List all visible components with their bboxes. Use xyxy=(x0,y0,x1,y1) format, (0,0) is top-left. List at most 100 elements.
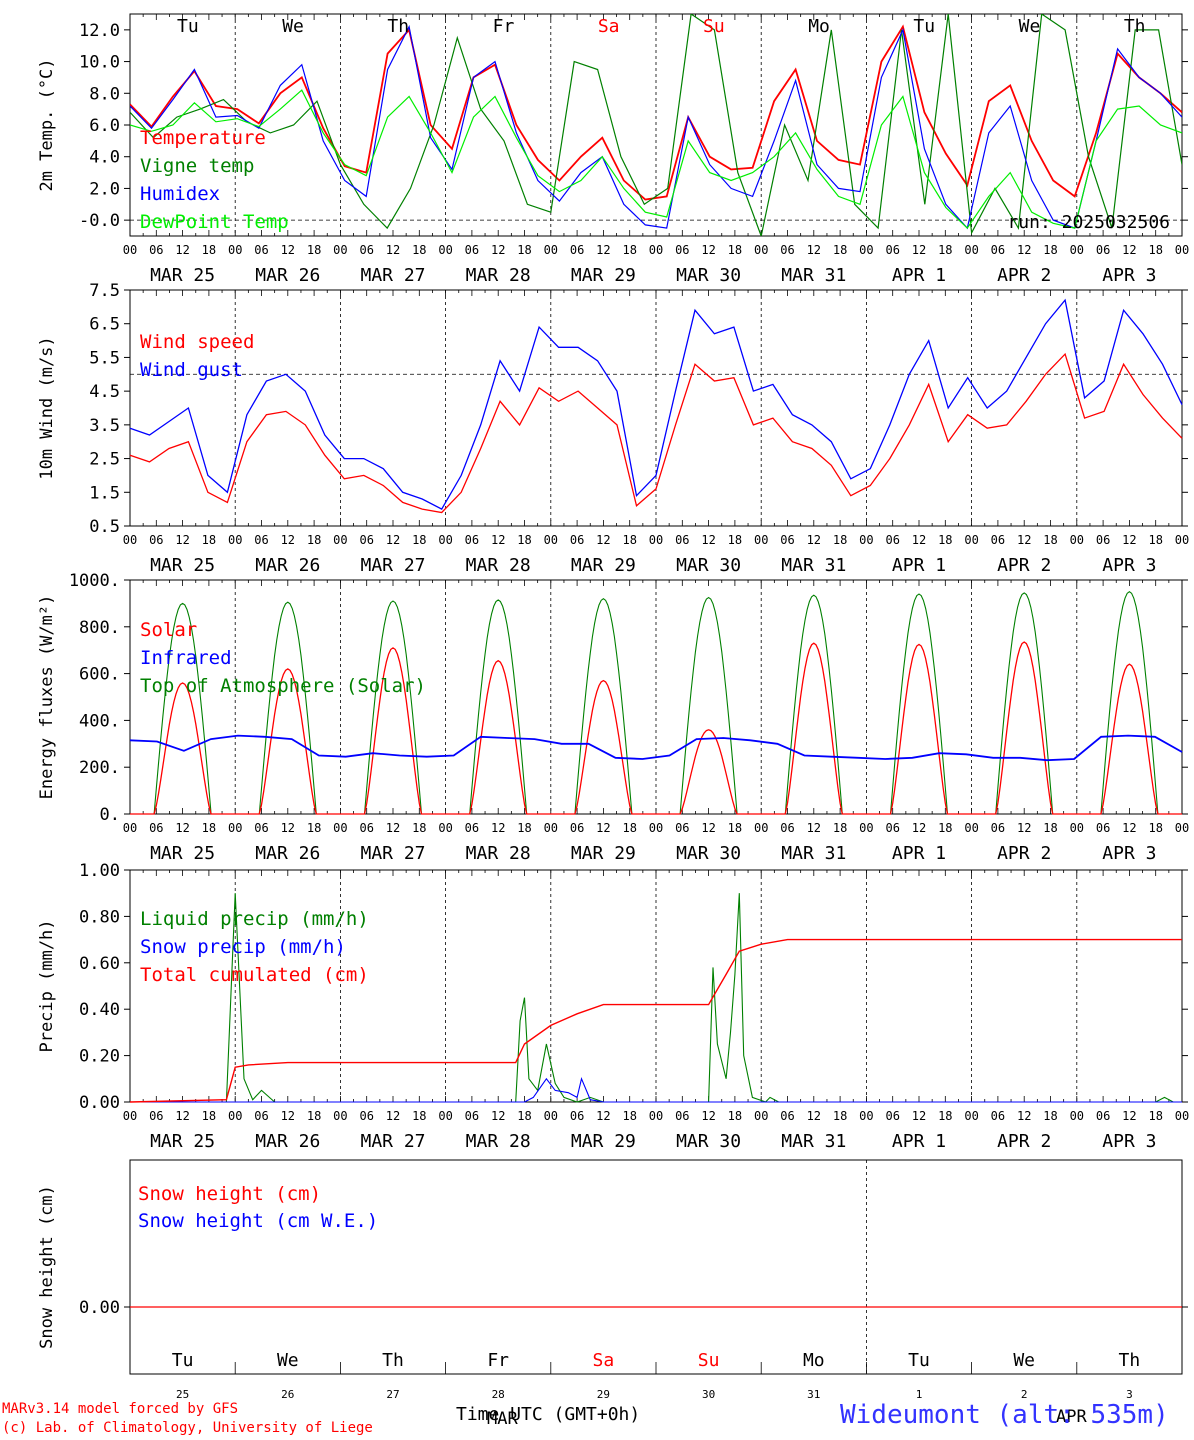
date-label: MAR 29 xyxy=(571,265,636,286)
hour-tick-label: 18 xyxy=(307,821,321,835)
hour-tick-label: 00 xyxy=(649,1109,663,1123)
hour-tick-label: 18 xyxy=(412,533,426,547)
day-number-label: 28 xyxy=(492,1388,505,1401)
hour-tick-label: 12 xyxy=(596,243,610,257)
date-label: MAR 30 xyxy=(676,1131,741,1152)
hour-tick-label: 06 xyxy=(780,533,794,547)
date-label: MAR 25 xyxy=(150,1131,215,1152)
date-label: MAR 27 xyxy=(360,843,425,864)
hour-tick-label: 12 xyxy=(1017,533,1031,547)
hour-tick-label: 06 xyxy=(149,533,163,547)
model-credit: MARv3.14 model forced by GFS xyxy=(2,1401,239,1417)
date-label: APR 1 xyxy=(892,555,946,576)
date-label: APR 1 xyxy=(892,265,946,286)
series-line-wind-gust xyxy=(129,298,1183,510)
hour-tick-label: 18 xyxy=(1043,243,1057,257)
weekday-label: Su xyxy=(698,1350,720,1371)
y-tick-label: -0.0 xyxy=(79,211,120,231)
series-line-humidex xyxy=(130,24,1182,230)
date-label: MAR 28 xyxy=(466,1131,531,1152)
series-line-solar xyxy=(130,641,1182,815)
hour-tick-label: 12 xyxy=(701,821,715,835)
y-tick-label: 2.0 xyxy=(89,179,120,199)
day-number-label: 1 xyxy=(916,1388,923,1401)
hour-tick-label: 18 xyxy=(412,821,426,835)
hour-tick-label: 18 xyxy=(728,533,742,547)
hour-tick-label: 06 xyxy=(991,821,1005,835)
hour-tick-label: 12 xyxy=(281,533,295,547)
hour-tick-label: 00 xyxy=(1070,821,1084,835)
hour-tick-label: 18 xyxy=(307,1109,321,1123)
date-label: MAR 29 xyxy=(571,1131,636,1152)
hour-tick-label: 06 xyxy=(465,1109,479,1123)
hour-tick-label: 06 xyxy=(991,243,1005,257)
hour-tick-label: 18 xyxy=(1148,243,1162,257)
y-tick-label: 10.0 xyxy=(79,53,120,73)
hour-tick-label: 12 xyxy=(1017,1109,1031,1123)
station-name: Wideumont (alt: 535m) xyxy=(840,1400,1169,1430)
date-label: MAR 27 xyxy=(360,555,425,576)
hour-tick-label: 00 xyxy=(1175,821,1189,835)
hour-tick-label: 12 xyxy=(807,533,821,547)
day-number-label: 30 xyxy=(702,1388,715,1401)
weekday-label: Tu xyxy=(177,16,199,37)
y-tick-label: 4.5 xyxy=(89,382,120,402)
hour-tick-label: 06 xyxy=(254,243,268,257)
hour-tick-label: 12 xyxy=(491,1109,505,1123)
hour-tick-label: 00 xyxy=(544,1109,558,1123)
hour-tick-label: 06 xyxy=(1096,821,1110,835)
hour-tick-label: 06 xyxy=(885,821,899,835)
hour-tick-label: 06 xyxy=(675,1109,689,1123)
hour-tick-label: 06 xyxy=(359,533,373,547)
y-tick-label: 5.5 xyxy=(89,348,120,368)
hour-tick-label: 12 xyxy=(701,1109,715,1123)
hour-tick-label: 12 xyxy=(281,1109,295,1123)
y-axis-title: Snow height (cm) xyxy=(37,1185,57,1349)
y-tick-label: 0. xyxy=(100,805,120,825)
series-line-infrared xyxy=(129,734,1183,762)
hour-tick-label: 12 xyxy=(491,821,505,835)
hour-tick-label: 18 xyxy=(1043,1109,1057,1123)
hour-tick-label: 12 xyxy=(1122,1109,1136,1123)
day-number-label: 26 xyxy=(281,1388,294,1401)
hour-tick-label: 12 xyxy=(807,1109,821,1123)
y-tick-label: 7.5 xyxy=(89,281,120,301)
hour-tick-label: 06 xyxy=(885,533,899,547)
hour-tick-label: 00 xyxy=(333,243,347,257)
y-tick-label: 0.00 xyxy=(79,1093,120,1113)
day-number-label: 27 xyxy=(386,1388,399,1401)
legend-entry: Snow height (cm) xyxy=(138,1183,321,1205)
weekday-label: We xyxy=(1013,1350,1035,1371)
date-label: APR 2 xyxy=(997,555,1051,576)
hour-tick-label: 06 xyxy=(465,243,479,257)
hour-tick-label: 00 xyxy=(649,243,663,257)
hour-tick-label: 00 xyxy=(544,533,558,547)
y-tick-label: 0.60 xyxy=(79,954,120,974)
hour-tick-label: 06 xyxy=(149,243,163,257)
weekday-label: We xyxy=(282,16,304,37)
hour-tick-label: 12 xyxy=(386,821,400,835)
weekday-label: Tu xyxy=(172,1350,194,1371)
hour-tick-label: 06 xyxy=(570,533,584,547)
weekday-label: Su xyxy=(703,16,725,37)
hour-tick-label: 18 xyxy=(833,821,847,835)
date-label: MAR 31 xyxy=(781,265,846,286)
y-tick-label: 1.5 xyxy=(89,483,120,503)
date-label: MAR 26 xyxy=(255,843,320,864)
hour-tick-label: 12 xyxy=(175,1109,189,1123)
hour-tick-label: 00 xyxy=(754,243,768,257)
y-tick-label: 3.5 xyxy=(89,416,120,436)
hour-tick-label: 00 xyxy=(333,533,347,547)
legend-entry: Solar xyxy=(140,619,197,641)
date-label: APR 3 xyxy=(1102,555,1156,576)
hour-tick-label: 06 xyxy=(675,243,689,257)
date-label: MAR 31 xyxy=(781,1131,846,1152)
hour-tick-label: 00 xyxy=(859,1109,873,1123)
hour-tick-label: 06 xyxy=(991,533,1005,547)
hour-tick-label: 12 xyxy=(701,243,715,257)
hour-tick-label: 18 xyxy=(833,1109,847,1123)
series-line-wind-speed xyxy=(129,352,1183,514)
weekday-label: Sa xyxy=(598,16,620,37)
hour-tick-label: 12 xyxy=(1017,243,1031,257)
y-tick-label: 400. xyxy=(79,711,120,731)
